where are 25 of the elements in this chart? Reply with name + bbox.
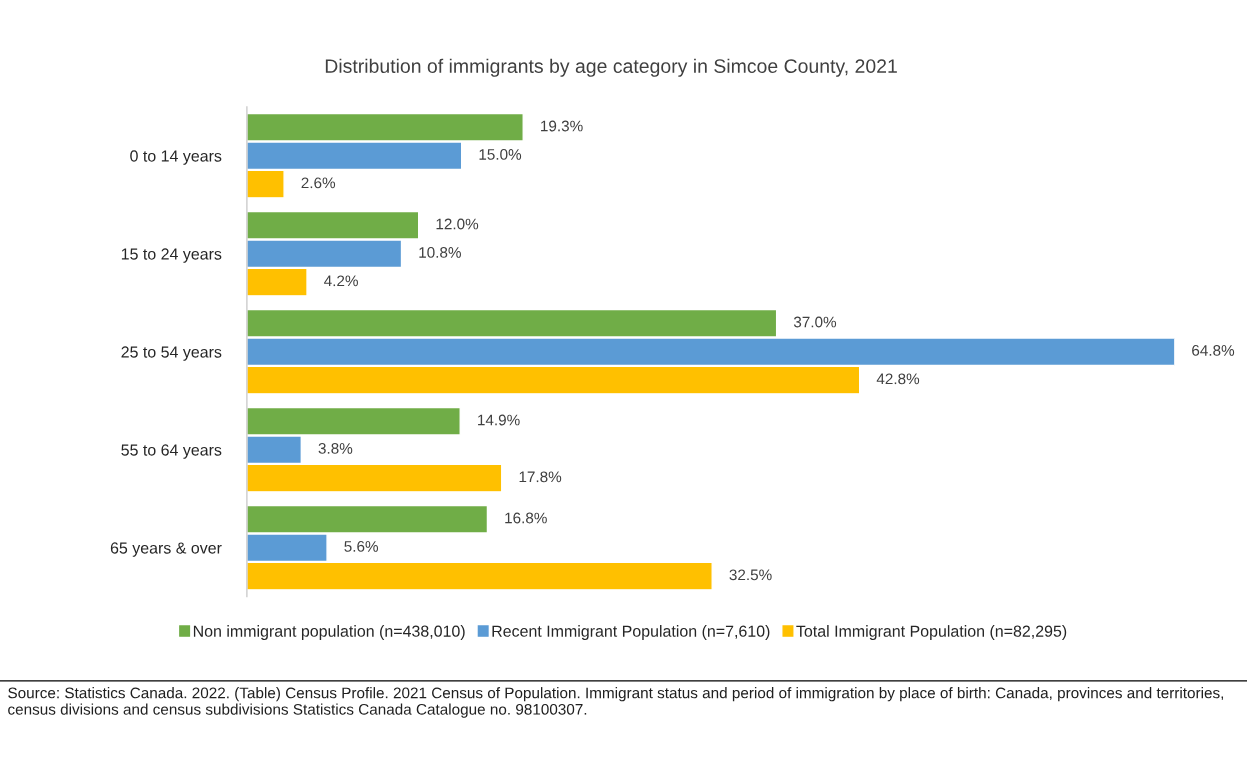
data-label: 14.9% <box>478 414 520 426</box>
y-tick-label: 55 to 64 years <box>121 444 222 459</box>
data-label: 15.0% <box>479 149 522 160</box>
y-tick-label: 65 years & over <box>110 542 222 557</box>
legend-label: Total Immigrant Population (n=82,295) <box>796 625 1067 640</box>
data-label: 37.0% <box>793 316 837 328</box>
data-label: 16.8% <box>505 512 547 524</box>
data-label: 17.8% <box>519 471 562 483</box>
legend-label: Recent Immigrant Population (n=7,610) <box>492 625 770 640</box>
data-label: 2.6% <box>301 177 336 189</box>
chart-title: Distribution of immigrants by age category in Simcoe County, 2021 <box>325 58 897 77</box>
data-label: 19.3% <box>541 120 583 132</box>
data-label: 5.6% <box>344 541 379 552</box>
data-label: 12.0% <box>436 218 479 230</box>
legend-label: Non immigrant population (n=438,010) <box>193 625 465 640</box>
data-label: 42.8% <box>876 373 920 385</box>
source-note: Source: Statistics Canada. 2022. (Table) Census Profile. 2021 Census of Population. Immigrant status and period of immigration by place of birth: Canada, provinces and territories, census divisions and census subdivisions Statistics Canada Catalogue no. 98100307. <box>8 687 1224 718</box>
y-tick-label: 25 to 54 years <box>121 346 222 361</box>
y-tick-label: 0 to 14 years <box>130 150 222 165</box>
data-label: 64.8% <box>1192 345 1235 356</box>
data-label: 10.8% <box>419 247 461 258</box>
data-label: 4.2% <box>324 275 358 287</box>
data-label: 3.8% <box>318 443 353 454</box>
data-label: 32.5% <box>729 569 772 581</box>
y-tick-label: 15 to 24 years <box>121 248 222 263</box>
